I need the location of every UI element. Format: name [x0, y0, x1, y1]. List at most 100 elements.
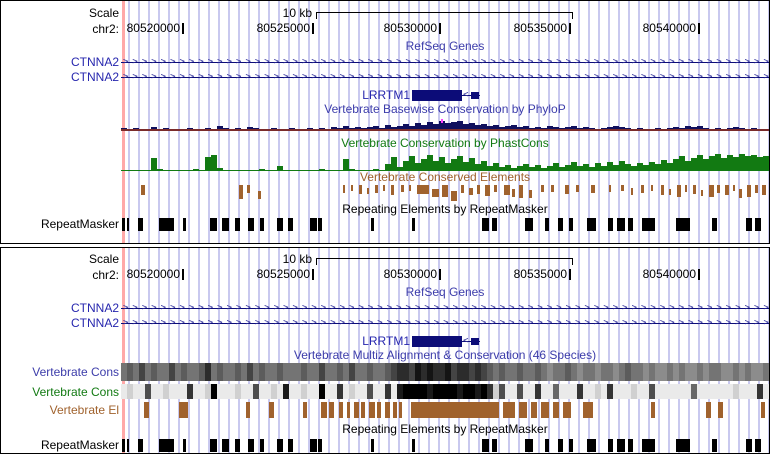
multiz-bin: [619, 363, 625, 381]
phylop-bar: [535, 127, 541, 130]
multiz-bin: [661, 363, 667, 381]
coordinate-tick: [439, 269, 441, 280]
phastcons-wiggle-track[interactable]: [121, 153, 769, 171]
phastcons-bar: [703, 159, 709, 171]
gene-label-ctnna2-1: CTNNA2: [70, 301, 119, 315]
phastcons-bar: [205, 157, 211, 171]
cons-dense-bin: [217, 384, 223, 399]
track-title-repeatmasker: Repeating Elements by RepeatMasker: [342, 422, 548, 436]
phastcons-bar: [511, 168, 517, 171]
phylop-bar: [373, 126, 379, 130]
phylop-wiggle-track[interactable]: [121, 118, 769, 131]
phastcons-bar: [655, 164, 661, 171]
utr-box: [471, 338, 479, 345]
phastcons-bar: [601, 166, 607, 171]
phastcons-bar: [739, 154, 745, 171]
phastcons-bar: [415, 163, 421, 171]
phastcons-bar: [613, 165, 619, 171]
phylop-bar: [433, 124, 439, 130]
cons-dense-bin: [199, 384, 205, 399]
multiz-bin: [121, 363, 127, 381]
gene-track-lrrtm1[interactable]: LRRTM1 <: [121, 335, 769, 348]
multiz-bin: [583, 363, 589, 381]
phastcons-bar: [709, 156, 715, 171]
conserved-element: [541, 402, 549, 418]
cons-dense-bin: [451, 384, 457, 399]
multiz-bin: [715, 363, 721, 381]
gene-track-ctnna2-1[interactable]: >>>>>>>>>>>>>>>>>>>>>>>>>>>>>>>>>>>>>>>>…: [121, 302, 769, 314]
conserved-element: [442, 185, 448, 197]
multiz-heatmap-track[interactable]: [121, 363, 769, 381]
multiz-bin: [349, 363, 355, 381]
conserved-elements-track[interactable]: [121, 185, 769, 201]
cons-dense-bin: [721, 384, 727, 399]
phylop-bar: [445, 123, 451, 130]
conserved-element: [359, 185, 362, 194]
cons-dense-bin: [463, 384, 469, 399]
phastcons-bar: [487, 166, 493, 171]
gene-track-lrrtm1[interactable]: LRRTM1 <: [121, 89, 769, 102]
phylop-bar: [583, 127, 589, 130]
gene-track-ctnna2-2[interactable]: >>>>>>>>>>>>>>>>>>>>>>>>>>>>>>>>>>>>>>>>…: [121, 71, 769, 83]
gene-track-ctnna2-1[interactable]: >>>>>>>>>>>>>>>>>>>>>>>>>>>>>>>>>>>>>>>>…: [121, 56, 769, 68]
repeat-element: [371, 439, 374, 452]
repeat-element: [371, 218, 374, 231]
multiz-bin: [571, 363, 577, 381]
coordinate-tick: [698, 269, 700, 280]
repeat-element: [650, 218, 655, 231]
repeat-element: [310, 439, 317, 452]
cons-dense-bin: [397, 384, 403, 399]
cons-dense-bin: [349, 384, 355, 399]
phylop-bar: [553, 127, 559, 130]
conserved-element: [377, 402, 381, 418]
repeatmasker-track[interactable]: [121, 218, 769, 231]
cons-dense-bin: [691, 384, 697, 399]
repeat-element: [277, 439, 283, 452]
gene-track-ctnna2-2[interactable]: >>>>>>>>>>>>>>>>>>>>>>>>>>>>>>>>>>>>>>>>…: [121, 317, 769, 329]
multiz-bin: [361, 363, 367, 381]
phylop-bar: [607, 127, 613, 130]
multiz-bin: [331, 363, 337, 381]
conserved-element: [718, 402, 723, 418]
repeat-element: [138, 218, 143, 231]
conserved-element: [503, 402, 515, 418]
conserved-element: [706, 402, 711, 418]
phylop-bar: [469, 123, 475, 130]
multiz-bin: [397, 363, 403, 381]
conserved-element: [762, 185, 766, 195]
phastcons-bar: [571, 162, 577, 171]
multiz-cons-label: Vertebrate Cons: [32, 365, 119, 379]
conserved-element: [432, 189, 439, 197]
cons-dense-bin: [559, 384, 565, 399]
multiz-bin: [565, 363, 571, 381]
repeatmasker-track[interactable]: [121, 439, 769, 452]
repeat-element: [492, 218, 497, 231]
phastcons-bar: [757, 157, 763, 171]
phastcons-bar: [481, 161, 487, 171]
multiz-bin: [601, 363, 607, 381]
cons-dense-bin: [613, 384, 619, 399]
conserved-element: [693, 185, 696, 194]
multiz-bin: [649, 363, 655, 381]
multiz-bin: [523, 363, 529, 381]
scale-bar: [316, 12, 573, 19]
multiz-bin: [229, 363, 235, 381]
conserved-element: [621, 185, 624, 191]
cons-dense-bin: [727, 384, 733, 399]
phastcons-dense-track[interactable]: [121, 384, 769, 399]
multiz-bin: [205, 363, 211, 381]
cons-dense-bin: [643, 384, 649, 399]
multiz-bin: [157, 363, 163, 381]
multiz-bin: [433, 363, 439, 381]
cons-dense-bin: [577, 384, 583, 399]
scale-bar-label: 10 kb: [282, 6, 312, 20]
repeat-element: [746, 439, 752, 452]
conserved-elements-track[interactable]: [121, 401, 769, 419]
gene-label-ctnna2-1: CTNNA2: [70, 55, 119, 69]
position-marker-line: [122, 1, 125, 243]
cons-dense-bin: [403, 384, 409, 399]
conserved-element: [385, 402, 390, 418]
phylop-bar: [613, 126, 619, 130]
repeat-element: [755, 439, 761, 452]
repeat-element: [492, 439, 497, 452]
